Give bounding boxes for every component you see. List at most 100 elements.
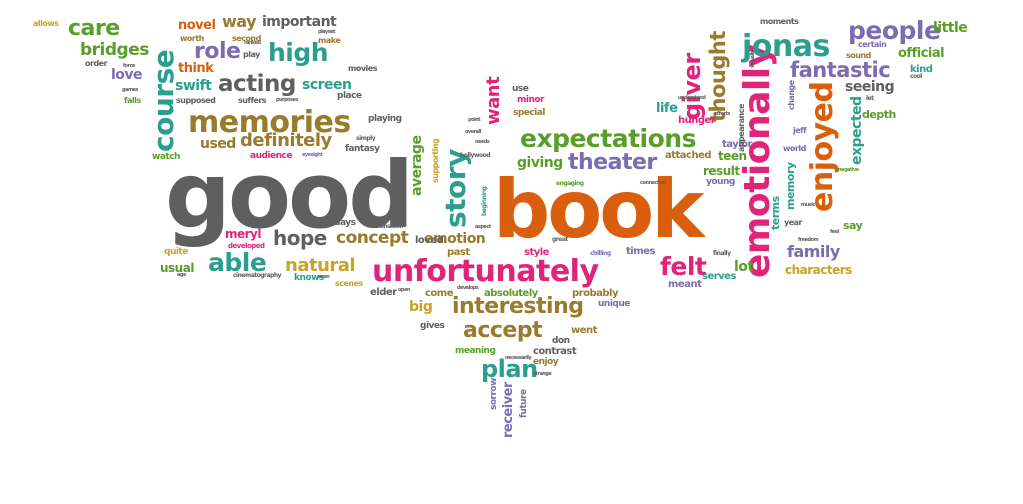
word-contrast: contrast <box>533 346 577 357</box>
word-sorrow: sorrow <box>489 378 499 410</box>
word-elder: elder <box>370 287 397 298</box>
word-sound: sound <box>846 51 871 60</box>
word-bridges: bridges <box>80 40 149 60</box>
word-watch: watch <box>152 152 180 162</box>
word-used: used <box>200 136 236 152</box>
word-minor: minor <box>517 95 545 105</box>
word-course: course <box>147 49 180 152</box>
word-novel: novel <box>178 18 216 33</box>
word-expected: expected <box>849 96 865 165</box>
word-accept: accept <box>463 318 543 343</box>
word-simply: simply <box>356 135 376 142</box>
word-transition: transition <box>375 223 404 230</box>
word-quite: quite <box>164 247 188 257</box>
word-allows: allows <box>33 19 59 28</box>
word-care: care <box>68 16 120 41</box>
word-engaging: engaging <box>556 180 584 187</box>
word-good: good <box>165 142 414 249</box>
word-think: think <box>178 61 214 76</box>
word-knows: knows <box>294 273 324 283</box>
word-serves: serves <box>702 271 736 282</box>
word-memories: memories <box>188 105 351 140</box>
word-strange: strange <box>533 371 552 377</box>
word-book: book <box>493 163 704 256</box>
word-expectations: expectations <box>520 124 696 153</box>
word-necessarily: necessarily <box>505 355 532 361</box>
word-important: important <box>262 14 337 30</box>
word-eyesight: eyesight <box>302 152 323 158</box>
word-big: big <box>409 299 433 315</box>
word-purposes: purposes <box>276 97 298 103</box>
word-future: future <box>519 389 529 418</box>
word-change: change <box>787 80 796 110</box>
word-role: role <box>194 39 241 64</box>
word-jonas: jonas <box>742 29 830 64</box>
word-worth: worth <box>180 34 204 43</box>
word-emotion: emotion <box>424 231 486 247</box>
word-force: force <box>123 63 135 69</box>
word-jeff: jeff <box>793 126 807 135</box>
word-thought: thought <box>706 31 730 122</box>
word-family: family <box>787 242 840 261</box>
word-chilling: chilling <box>590 250 611 257</box>
word-needs: needs <box>475 139 490 145</box>
word-meryl: meryl <box>225 227 262 241</box>
word-way: way <box>222 12 257 31</box>
word-appearance: appearance <box>737 104 746 152</box>
word-hope: hope <box>273 226 327 250</box>
word-use: use <box>512 84 529 94</box>
word-probably: probably <box>572 288 618 299</box>
word-hunger: hunger <box>678 115 716 126</box>
word-unique: unique <box>598 299 630 309</box>
word-theater: theater <box>568 150 657 175</box>
word-beginning: beginning <box>481 186 488 216</box>
word-plan: plan <box>481 355 538 383</box>
word-teen: teen <box>718 149 747 163</box>
word-meant: meant <box>668 279 702 290</box>
word-days: days <box>334 218 356 228</box>
word-ranked: ranked <box>244 40 261 46</box>
word-second: second <box>232 34 261 43</box>
word-world: world <box>783 144 806 153</box>
word-absolutely: absolutely <box>484 288 538 299</box>
word-music: music <box>801 202 815 208</box>
word-terms: terms <box>769 196 782 230</box>
word-understand: understand <box>678 95 706 101</box>
word-make: make <box>318 36 341 45</box>
word-negative: negative <box>838 167 859 173</box>
word-kind: kind <box>910 64 933 75</box>
word-lot: lot <box>734 259 754 275</box>
word-suffers: suffers <box>238 96 267 105</box>
word-aspect: aspect <box>475 224 491 230</box>
word-movies: movies <box>348 64 377 73</box>
word-times: times <box>626 246 655 257</box>
word-games: games <box>122 87 139 93</box>
word-receiver: receiver <box>501 382 516 438</box>
word-concept: concept <box>336 228 409 248</box>
word-let: let <box>866 95 874 102</box>
word-gives: gives <box>420 321 445 331</box>
word-moments: moments <box>760 17 799 26</box>
word-able: able <box>208 248 267 277</box>
word-life: life <box>656 101 678 116</box>
word-supporting: supporting <box>431 138 440 183</box>
word-freedom: freedom <box>798 237 819 243</box>
word-meaning: meaning <box>455 346 496 356</box>
word-screen: screen <box>302 77 352 93</box>
word-seeing: seeing <box>845 79 895 95</box>
word-developed: developed <box>228 242 265 250</box>
word-play: play <box>243 50 260 59</box>
word-attached: attached <box>665 150 712 161</box>
word-certain: certain <box>858 40 887 49</box>
word-falls: falls <box>124 96 141 105</box>
word-place: place <box>337 91 362 101</box>
word-scenes: scenes <box>335 279 363 288</box>
word-average: average <box>409 135 425 196</box>
word-playing: playing <box>368 114 402 124</box>
word-hollywood: hollywood <box>460 152 491 159</box>
word-enjoyed: enjoyed <box>805 81 840 212</box>
word-finally: finally <box>713 250 731 257</box>
word-point: point <box>468 117 481 123</box>
word-open: open <box>398 287 410 293</box>
word-felt: felt <box>660 252 707 281</box>
